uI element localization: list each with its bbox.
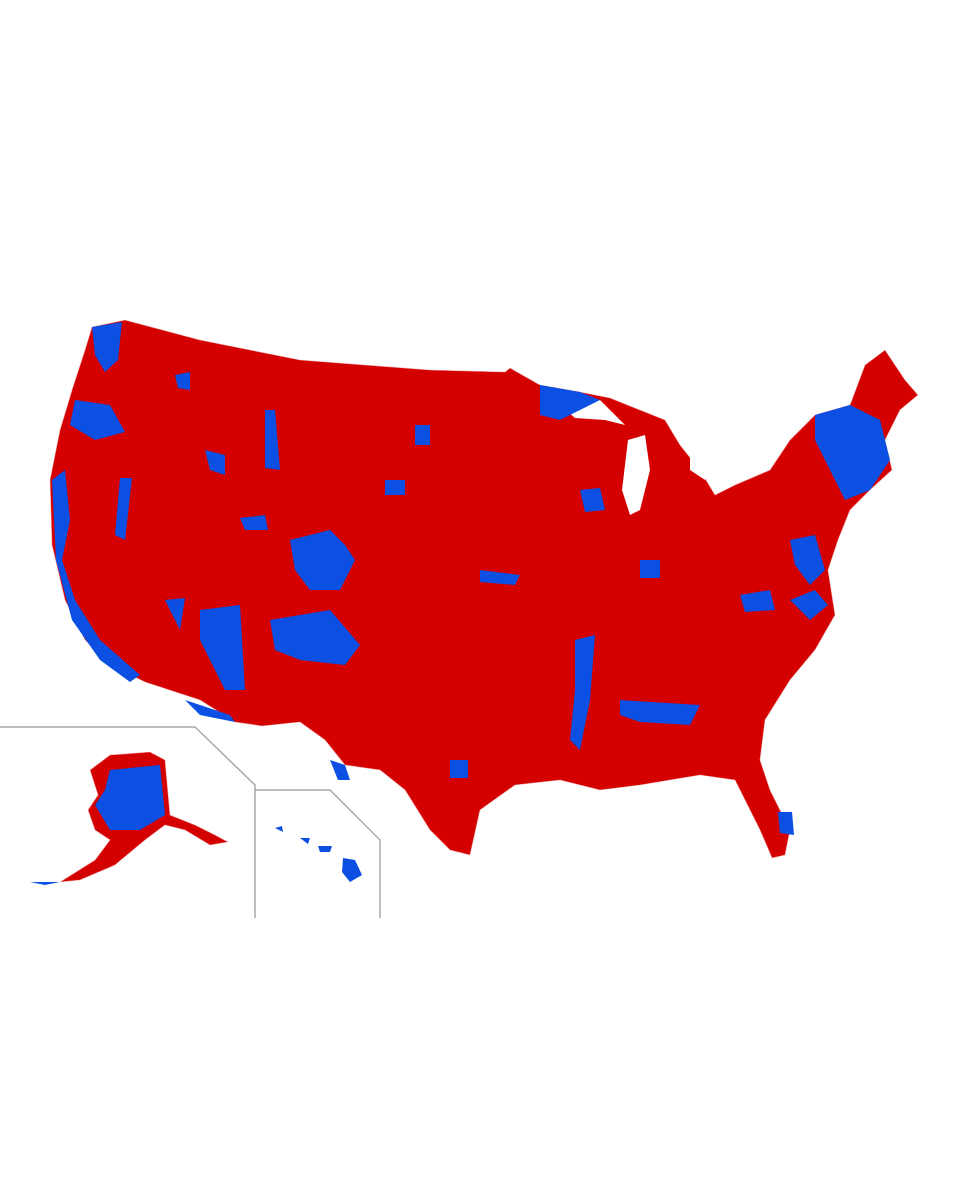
highlight-area	[790, 590, 828, 620]
highlight-area	[740, 590, 775, 612]
highlight-area	[70, 400, 125, 440]
highlight-area	[778, 812, 794, 835]
highlight-area	[95, 765, 165, 830]
highlight-area	[165, 598, 185, 630]
highlight-area	[265, 410, 280, 470]
highlight-area	[52, 470, 140, 682]
highlight-area	[175, 372, 190, 390]
highlight-area	[270, 610, 360, 665]
highlight-area	[205, 450, 225, 475]
highlight-area	[540, 385, 600, 420]
hawaii	[318, 846, 332, 852]
highlight-area	[570, 635, 595, 750]
highlight-area	[815, 405, 890, 500]
lake	[690, 440, 710, 480]
highlight-area	[580, 488, 605, 512]
highlight-area	[290, 530, 355, 590]
highlight-area	[450, 760, 468, 778]
highlight-area	[415, 425, 430, 445]
highlight-area	[385, 480, 405, 495]
highlight-area	[92, 322, 122, 372]
lake	[622, 435, 650, 515]
highlight-area	[240, 515, 268, 530]
hawaii	[275, 826, 283, 832]
highlight-area	[620, 700, 700, 725]
inset-border	[255, 789, 381, 918]
hawaii	[342, 858, 362, 882]
highlight-area	[200, 605, 245, 690]
inset-border	[0, 726, 256, 918]
highlight-area	[480, 570, 520, 585]
highlight-area	[330, 760, 350, 780]
highlight-area	[115, 478, 132, 540]
hawaii	[300, 838, 310, 844]
highlight-area	[640, 560, 660, 578]
highlight-area	[185, 700, 235, 722]
highlight-area	[30, 882, 60, 885]
highlight-area	[790, 535, 825, 585]
